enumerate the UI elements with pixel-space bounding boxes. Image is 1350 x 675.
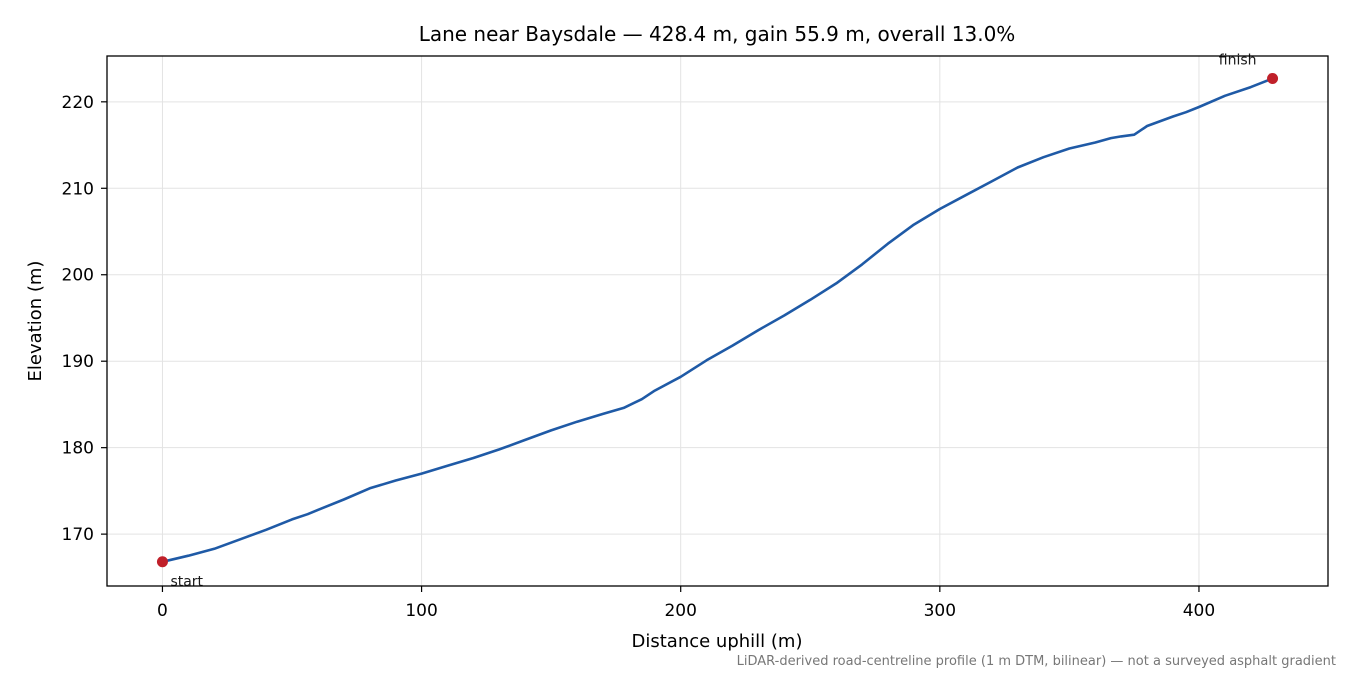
y-tick-label: 180: [62, 439, 94, 459]
chart-title: Lane near Baysdale — 428.4 m, gain 55.9 …: [419, 22, 1016, 46]
start-label: start: [170, 574, 203, 590]
y-tick-label: 220: [62, 93, 94, 113]
start-marker: [156, 556, 168, 568]
y-axis-title: Elevation (m): [25, 261, 46, 382]
series-layer: [161, 77, 1274, 564]
x-tick-label: 100: [405, 601, 437, 621]
x-tick-label: 0: [157, 601, 168, 621]
footnote: LiDAR-derived road-centreline profile (1…: [737, 654, 1336, 669]
finish-label: finish: [1219, 52, 1257, 68]
grid: [107, 56, 1328, 586]
plot-frame: [106, 55, 1329, 587]
y-axis-ticks: 170 180 190 200 210 220: [62, 93, 107, 545]
y-tick-label: 170: [62, 525, 94, 545]
y-tick-label: 190: [62, 352, 94, 372]
elevation-line: [161, 77, 1274, 564]
x-tick-label: 300: [924, 601, 956, 621]
marker-layer: start finish: [156, 52, 1279, 590]
y-tick-label: 200: [62, 266, 94, 286]
x-tick-label: 400: [1183, 601, 1215, 621]
x-tick-label: 200: [664, 601, 696, 621]
finish-marker: [1267, 72, 1279, 84]
x-axis-ticks: 0 100 200 300 400: [157, 586, 1215, 621]
x-axis-title: Distance uphill (m): [632, 631, 803, 652]
y-tick-label: 210: [62, 179, 94, 199]
